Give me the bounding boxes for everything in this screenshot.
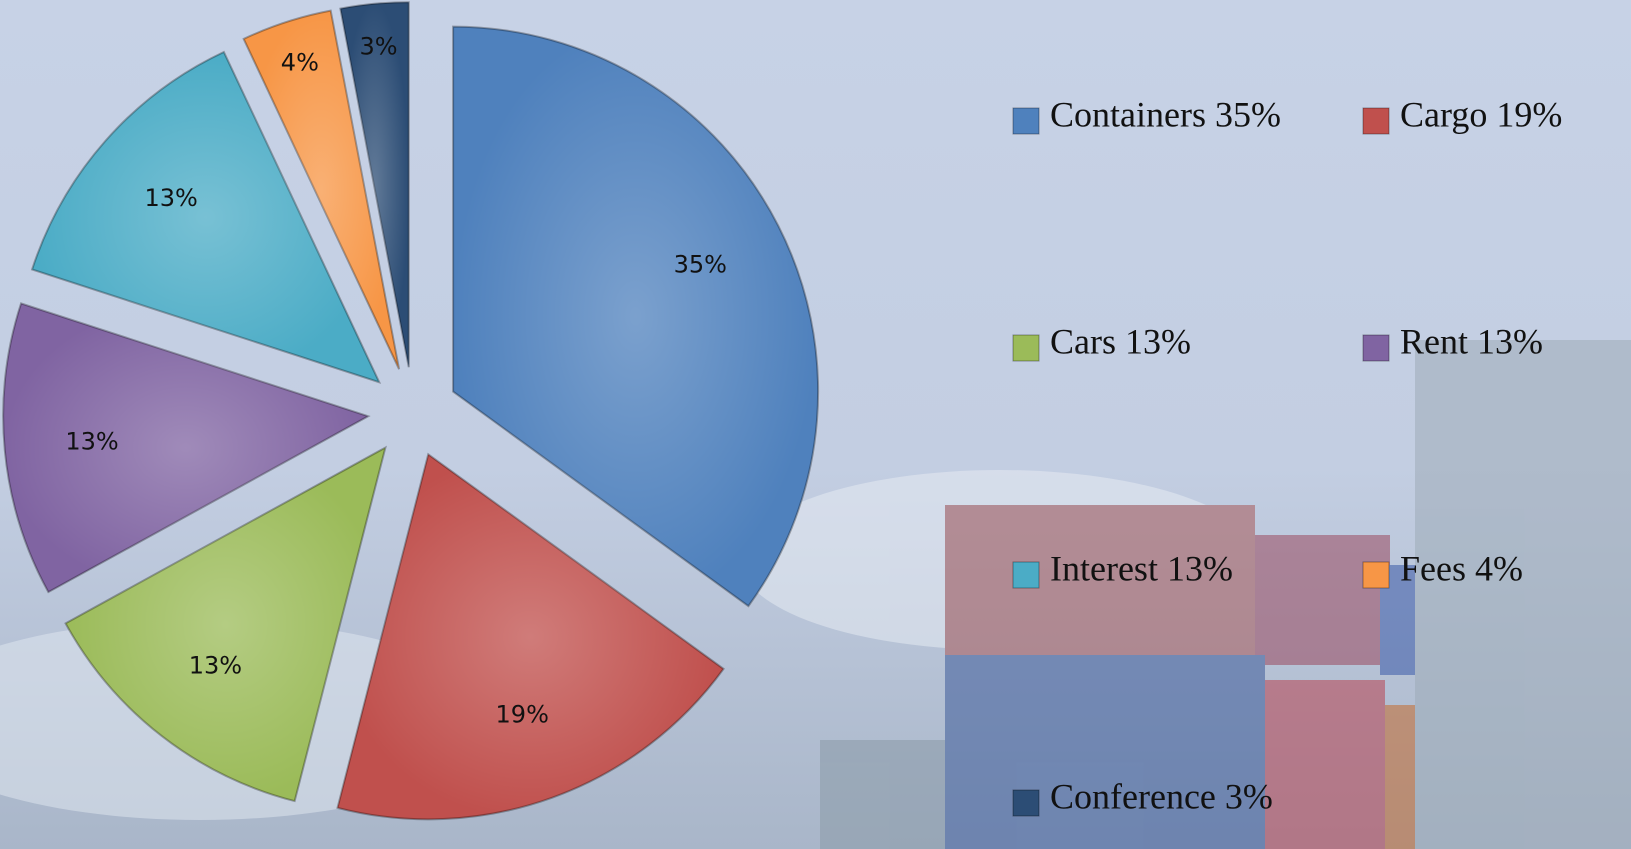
legend-swatch: [1362, 334, 1390, 362]
legend-label: Cargo 19%: [1400, 94, 1562, 134]
data-label: 4%: [281, 49, 319, 77]
legend-label: Conference 3%: [1050, 776, 1273, 816]
legend: Containers 35% Cargo 19% Cars 13% Rent 13% I…: [1012, 94, 1562, 817]
slice-shine: [243, 10, 400, 370]
data-label: 19%: [496, 700, 549, 728]
data-label: 35%: [674, 251, 727, 279]
slice-shine: [337, 454, 724, 820]
slice-shine: [3, 303, 369, 593]
legend-swatch: [1362, 561, 1390, 589]
legend-swatch: [1012, 561, 1040, 589]
slice-shine: [453, 26, 819, 607]
legend-swatch: [1362, 107, 1390, 135]
legend-label: Fees 4%: [1400, 548, 1523, 588]
slice-shine: [65, 447, 386, 802]
slice-shine: [32, 51, 380, 383]
pie: 35% 19% 13% 13% 13% 4% 3%: [2, 1, 820, 821]
legend-label: Containers 35%: [1050, 94, 1281, 134]
data-label: 3%: [359, 32, 397, 60]
legend-label: Cars 13%: [1050, 321, 1191, 361]
data-label: 13%: [189, 652, 242, 680]
legend-swatch: [1012, 107, 1040, 135]
legend-label: Interest 13%: [1050, 548, 1233, 588]
legend-swatch: [1012, 334, 1040, 362]
legend-swatch: [1012, 789, 1040, 817]
slice-shine: [340, 2, 409, 368]
legend-label: Rent 13%: [1400, 321, 1543, 361]
data-label: 13%: [144, 184, 197, 212]
data-label: 13%: [65, 427, 118, 455]
